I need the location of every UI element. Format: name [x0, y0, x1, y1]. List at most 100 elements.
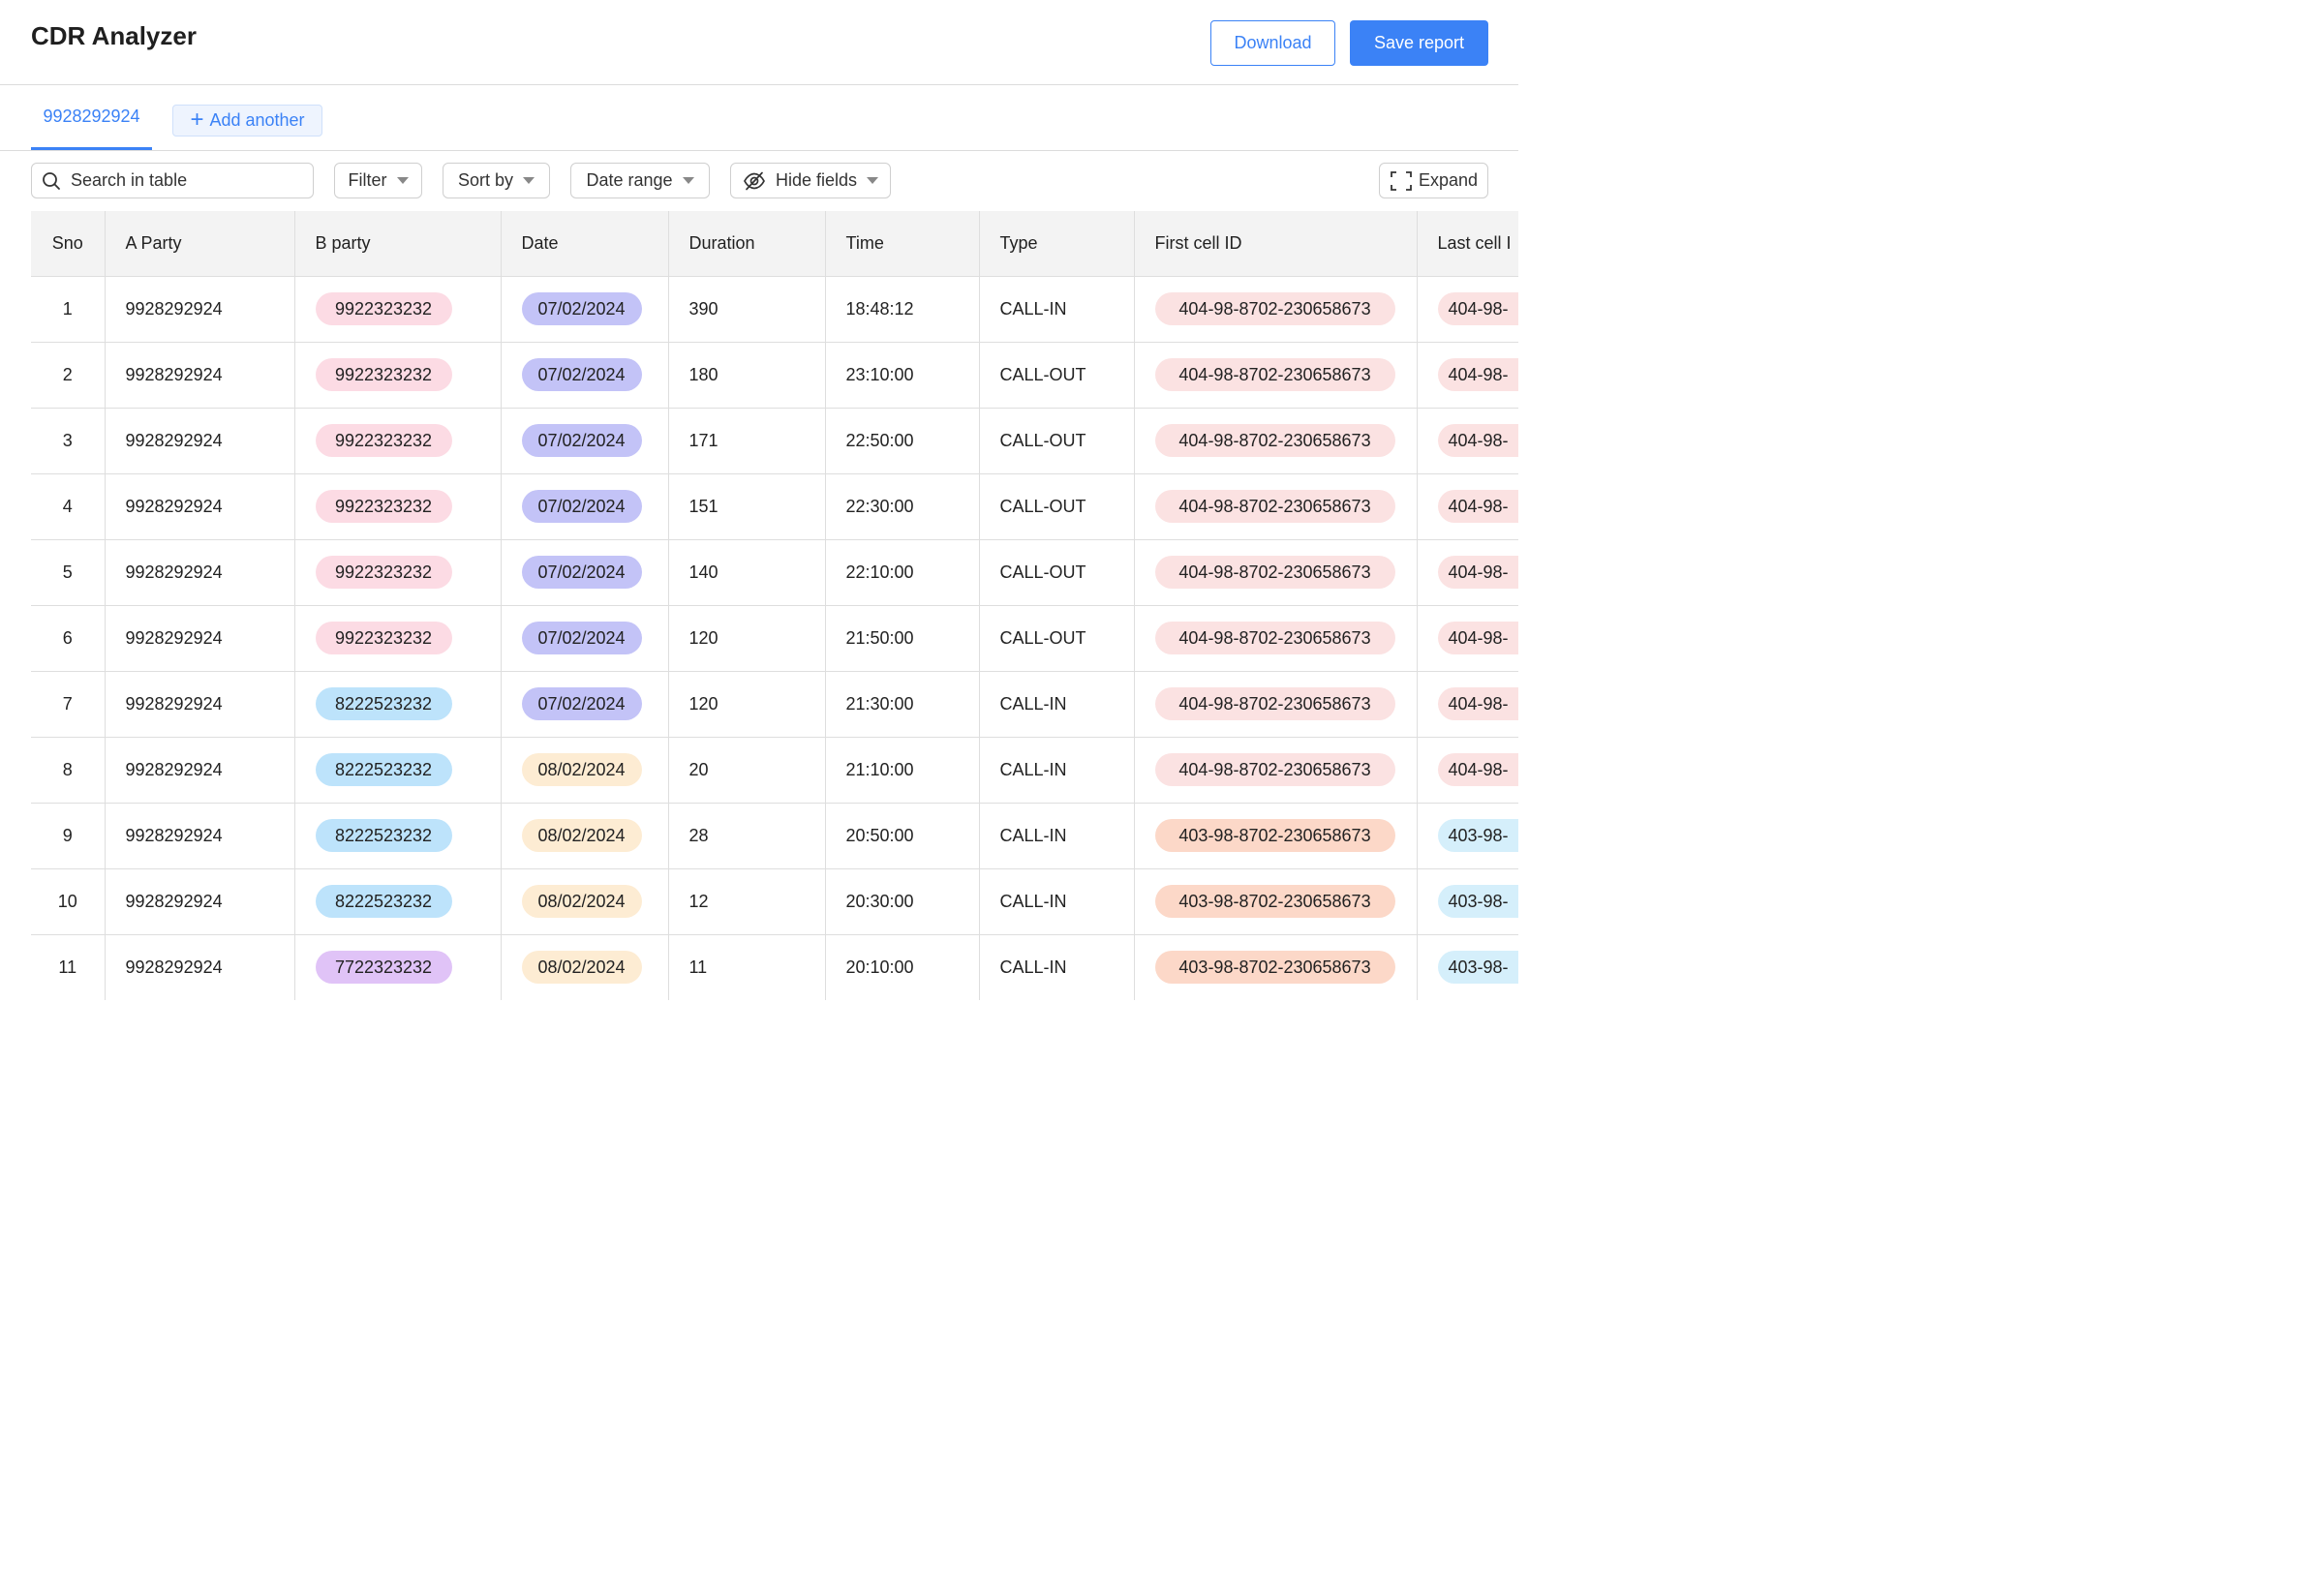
b-party-pill[interactable]: 9922323232 [315, 358, 452, 391]
first-cell-id-pill[interactable]: 404-98-8702-230658673 [1154, 753, 1395, 786]
first-cell-id-pill[interactable]: 404-98-8702-230658673 [1154, 424, 1395, 457]
table-row[interactable]: 10 9928292924 8222523232 08/02/2024 12 20:30:… [31, 868, 1518, 935]
cell-type: CALL-OUT [979, 342, 1135, 409]
table-row[interactable]: 3 9928292924 9922323232 07/02/2024 171 22:50:… [31, 408, 1518, 474]
a-party-value: 9928292924 [125, 496, 223, 516]
cell-b-party: 9922323232 [294, 605, 502, 672]
table-row[interactable]: 8 9928292924 8222523232 08/02/2024 20 21:10:0… [31, 737, 1518, 804]
b-party-pill[interactable]: 7722323232 [315, 951, 452, 984]
type-value: CALL-OUT [999, 627, 1086, 648]
last-cell-id-pill[interactable]: 404-98- [1437, 622, 1518, 654]
table-row[interactable]: 4 9928292924 9922323232 07/02/2024 151 22:30:… [31, 473, 1518, 540]
hide-fields-button[interactable]: Hide fields [730, 163, 891, 198]
first-cell-id-pill[interactable]: 404-98-8702-230658673 [1154, 490, 1395, 523]
b-party-pill[interactable]: 8222523232 [315, 753, 452, 786]
cell-time: 22:10:00 [825, 539, 980, 606]
cell-date: 07/02/2024 [501, 473, 669, 540]
first-cell-id-pill[interactable]: 403-98-8702-230658673 [1154, 885, 1395, 918]
filter-button[interactable]: Filter [334, 163, 422, 198]
b-party-pill[interactable]: 9922323232 [315, 490, 452, 523]
cell-a-party: 9928292924 [105, 473, 295, 540]
column-header-time[interactable]: Time [825, 211, 980, 277]
duration-value: 120 [688, 627, 719, 648]
date-pill[interactable]: 07/02/2024 [521, 490, 642, 523]
last-cell-id-pill[interactable]: 404-98- [1437, 424, 1518, 457]
b-party-pill[interactable]: 8222523232 [315, 885, 452, 918]
column-header-date[interactable]: Date [501, 211, 669, 277]
sno-value: 1 [62, 298, 73, 319]
column-header-type[interactable]: Type [979, 211, 1135, 277]
b-party-pill[interactable]: 8222523232 [315, 687, 452, 720]
cell-date: 08/02/2024 [501, 868, 669, 935]
cell-a-party: 9928292924 [105, 342, 295, 409]
last-cell-id-pill[interactable]: 404-98- [1437, 490, 1518, 523]
cell-time: 22:30:00 [825, 473, 980, 540]
expand-button[interactable]: Expand [1379, 163, 1488, 198]
date-pill[interactable]: 08/02/2024 [521, 885, 642, 918]
column-header-last-cell-id[interactable]: Last cell I [1417, 211, 1518, 277]
column-header-first-cell-id[interactable]: First cell ID [1134, 211, 1418, 277]
table-row[interactable]: 1 9928292924 9922323232 07/02/2024 390 18:48:… [31, 276, 1518, 343]
app-title: CDR Analyzer [31, 21, 197, 50]
column-header-a-party[interactable]: A Party [105, 211, 295, 277]
sort-by-button[interactable]: Sort by [443, 163, 550, 198]
cell-time: 18:48:12 [825, 276, 980, 343]
type-value: CALL-OUT [999, 364, 1086, 384]
date-range-button[interactable]: Date range [570, 163, 710, 198]
table-row[interactable]: 11 9928292924 7722323232 08/02/2024 11 20:10:… [31, 934, 1518, 1000]
table-row[interactable]: 9 9928292924 8222523232 08/02/2024 28 20:50:0… [31, 803, 1518, 869]
b-party-pill[interactable]: 9922323232 [315, 292, 452, 325]
tab-number[interactable]: 9928292924 [31, 86, 152, 150]
table-row[interactable]: 2 9928292924 9922323232 07/02/2024 180 23:10:… [31, 342, 1518, 409]
date-pill[interactable]: 08/02/2024 [521, 951, 642, 984]
first-cell-id-pill[interactable]: 404-98-8702-230658673 [1154, 358, 1395, 391]
date-pill[interactable]: 07/02/2024 [521, 687, 642, 720]
last-cell-id-pill[interactable]: 403-98- [1437, 885, 1518, 918]
date-pill[interactable]: 07/02/2024 [521, 622, 642, 654]
cell-first-cell-id: 404-98-8702-230658673 [1134, 605, 1418, 672]
table-row[interactable]: 6 9928292924 9922323232 07/02/2024 120 21:50:… [31, 605, 1518, 672]
last-cell-id-pill[interactable]: 404-98- [1437, 687, 1518, 720]
time-value: 20:50:00 [845, 825, 914, 845]
date-pill[interactable]: 08/02/2024 [521, 753, 642, 786]
table-row[interactable]: 7 9928292924 8222523232 07/02/2024 120 21:30:… [31, 671, 1518, 738]
last-cell-id-pill[interactable]: 404-98- [1437, 753, 1518, 786]
date-pill[interactable]: 07/02/2024 [521, 292, 642, 325]
b-party-pill[interactable]: 9922323232 [315, 556, 452, 589]
date-pill[interactable]: 07/02/2024 [521, 556, 642, 589]
download-button[interactable]: Download [1210, 20, 1335, 66]
save-report-button[interactable]: Save report [1350, 20, 1488, 66]
first-cell-id-pill[interactable]: 404-98-8702-230658673 [1154, 687, 1395, 720]
cell-duration: 28 [668, 803, 826, 869]
first-cell-id-pill[interactable]: 404-98-8702-230658673 [1154, 622, 1395, 654]
b-party-pill[interactable]: 8222523232 [315, 819, 452, 852]
a-party-value: 9928292924 [125, 562, 223, 582]
date-pill[interactable]: 07/02/2024 [521, 358, 642, 391]
cell-first-cell-id: 404-98-8702-230658673 [1134, 342, 1418, 409]
b-party-pill[interactable]: 9922323232 [315, 424, 452, 457]
date-pill[interactable]: 07/02/2024 [521, 424, 642, 457]
table-row[interactable]: 5 9928292924 9922323232 07/02/2024 140 22:10:… [31, 539, 1518, 606]
last-cell-id-pill[interactable]: 404-98- [1437, 292, 1518, 325]
last-cell-id-pill[interactable]: 404-98- [1437, 556, 1518, 589]
b-party-pill[interactable]: 9922323232 [315, 622, 452, 654]
column-header-b-party[interactable]: B party [294, 211, 502, 277]
cdr-table-container[interactable]: Sno A Party B party Date Duration Time T… [31, 211, 1518, 1000]
last-cell-id-pill[interactable]: 403-98- [1437, 951, 1518, 984]
column-header-sno[interactable]: Sno [31, 211, 106, 277]
first-cell-id-pill[interactable]: 404-98-8702-230658673 [1154, 556, 1395, 589]
search-input[interactable] [71, 170, 303, 191]
time-value: 21:30:00 [845, 693, 914, 714]
first-cell-id-pill[interactable]: 404-98-8702-230658673 [1154, 292, 1395, 325]
last-cell-id-pill[interactable]: 404-98- [1437, 358, 1518, 391]
last-cell-id-pill[interactable]: 403-98- [1437, 819, 1518, 852]
sno-value: 8 [62, 759, 73, 779]
first-cell-id-pill[interactable]: 403-98-8702-230658673 [1154, 951, 1395, 984]
column-header-duration[interactable]: Duration [668, 211, 826, 277]
duration-value: 390 [688, 298, 719, 319]
add-another-button[interactable]: + Add another [172, 105, 322, 137]
date-pill[interactable]: 08/02/2024 [521, 819, 642, 852]
search-box[interactable] [31, 163, 314, 198]
cell-date: 07/02/2024 [501, 342, 669, 409]
first-cell-id-pill[interactable]: 403-98-8702-230658673 [1154, 819, 1395, 852]
